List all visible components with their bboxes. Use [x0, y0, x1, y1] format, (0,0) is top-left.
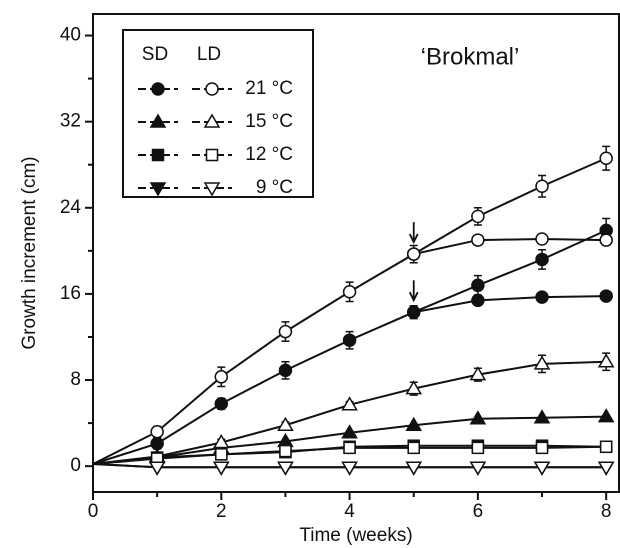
x-tick-label: 8	[601, 501, 612, 522]
legend-box	[122, 29, 314, 198]
marker	[342, 333, 357, 347]
x-axis-label: Time (weeks)	[299, 525, 412, 546]
marker	[277, 416, 294, 432]
marker	[149, 182, 167, 197]
marker	[405, 380, 423, 395]
transfer-arrow	[408, 280, 419, 303]
marker	[535, 252, 549, 267]
series-line	[413, 238, 607, 256]
legend-header: LD	[197, 44, 221, 65]
marker	[597, 461, 615, 476]
marker	[469, 366, 487, 381]
x-tick-label: 2	[216, 501, 227, 522]
marker	[151, 82, 165, 96]
marker	[597, 353, 615, 368]
series-line	[413, 295, 607, 314]
marker	[149, 113, 167, 128]
marker	[471, 209, 485, 224]
y-tick-label: 40	[60, 25, 81, 46]
y-tick-label: 0	[70, 455, 81, 476]
legend-label: 21 °C	[245, 78, 293, 99]
x-tick-label: 4	[344, 501, 355, 522]
marker	[471, 278, 485, 293]
y-tick-label: 32	[60, 111, 81, 132]
marker	[203, 113, 221, 128]
marker	[471, 293, 485, 308]
marker	[406, 247, 421, 261]
marker	[342, 285, 357, 299]
marker	[215, 448, 228, 461]
x-tick-label: 0	[88, 501, 99, 522]
marker	[148, 461, 166, 476]
marker	[205, 82, 219, 96]
marker	[405, 416, 423, 432]
plot-frame	[92, 13, 620, 493]
marker	[214, 370, 229, 384]
marker	[212, 433, 230, 449]
marker	[205, 148, 219, 162]
marker	[471, 233, 485, 247]
marker	[277, 461, 294, 476]
legend-header: SD	[142, 44, 168, 65]
marker	[469, 461, 487, 476]
marker	[533, 461, 551, 476]
marker	[150, 424, 164, 439]
marker	[599, 440, 613, 454]
marker	[599, 151, 613, 166]
marker	[535, 290, 549, 304]
marker	[471, 441, 485, 455]
marker	[341, 396, 358, 411]
marker	[535, 179, 549, 194]
marker	[278, 324, 293, 339]
marker	[214, 396, 229, 411]
marker	[279, 444, 292, 458]
marker	[278, 363, 293, 378]
marker	[341, 461, 358, 476]
y-tick-label: 16	[60, 283, 81, 304]
marker	[341, 424, 358, 439]
marker	[599, 289, 613, 303]
marker	[212, 461, 230, 476]
marker	[203, 182, 221, 197]
marker	[151, 148, 165, 162]
y-tick-label: 24	[60, 197, 82, 218]
annotation: ‘Brokmal’	[421, 43, 520, 70]
y-tick-label: 8	[70, 369, 81, 390]
marker	[533, 355, 551, 370]
legend-label: 15 °C	[245, 111, 293, 132]
marker	[469, 410, 487, 425]
y-axis-label: Growth increment (cm)	[19, 156, 40, 349]
marker	[405, 461, 423, 476]
marker	[406, 305, 421, 319]
x-tick-label: 6	[473, 501, 484, 522]
legend-label: 12 °C	[245, 144, 293, 165]
marker	[407, 441, 420, 455]
marker	[599, 233, 613, 247]
marker	[535, 232, 549, 246]
marker	[597, 408, 615, 423]
marker	[533, 409, 551, 424]
transfer-arrow	[408, 222, 419, 245]
legend-label: 9 °C	[256, 177, 293, 198]
marker	[535, 441, 549, 455]
marker	[150, 436, 164, 451]
marker	[343, 441, 356, 455]
